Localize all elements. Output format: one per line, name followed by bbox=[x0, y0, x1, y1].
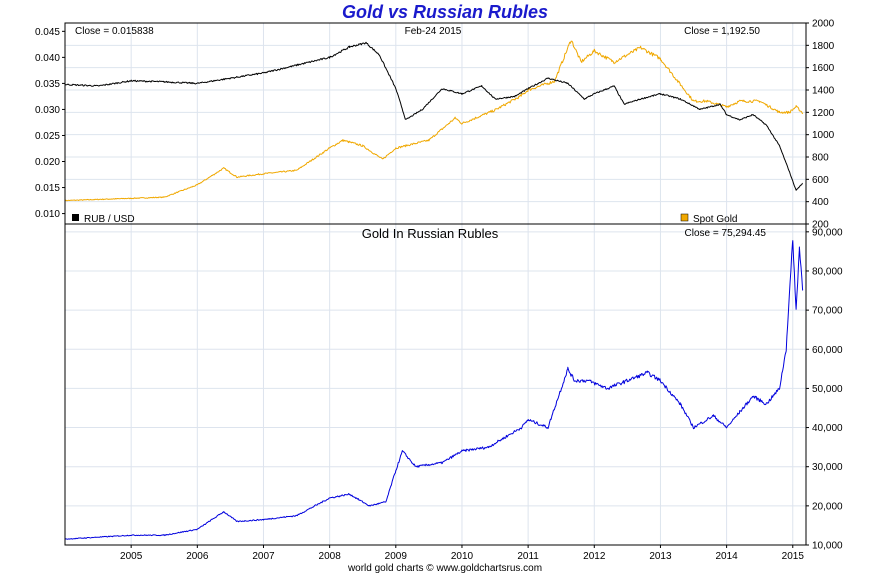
right-tick-label: 1000 bbox=[812, 130, 835, 141]
rub-usd-line bbox=[64, 41, 803, 191]
bottom-right-tick-label: 20,000 bbox=[812, 501, 843, 512]
bottom-right-axis: 10,000 20,000 30,000 40,000 50,000 60,000 70,0… bbox=[806, 227, 843, 552]
right-tick-label: 600 bbox=[812, 175, 829, 186]
gold-in-rubles-line bbox=[64, 240, 804, 540]
right-tick-label: 1200 bbox=[812, 108, 835, 119]
left-tick-label: 0.020 bbox=[35, 157, 60, 168]
left-tick-label: 0.025 bbox=[35, 131, 60, 142]
left-tick-label: 0.015 bbox=[35, 183, 60, 194]
x-tick-label: 2007 bbox=[252, 551, 275, 562]
legend-gold-swatch bbox=[680, 213, 689, 222]
footer-credit: world gold charts © www.goldchartsrus.co… bbox=[347, 563, 543, 574]
right-tick-label: 1600 bbox=[812, 63, 835, 74]
bottom-panel: 10,000 20,000 30,000 40,000 50,000 60,000 70,0… bbox=[64, 223, 843, 562]
bottom-plot-frame bbox=[64, 223, 807, 546]
rub-close-label: Close = 0.015838 bbox=[75, 26, 154, 37]
right-tick-label: 800 bbox=[812, 153, 829, 164]
bottom-right-tick-label: 80,000 bbox=[812, 266, 843, 277]
bottom-right-tick-label: 50,000 bbox=[812, 384, 843, 395]
x-tick-label: 2011 bbox=[517, 551, 539, 562]
top-series bbox=[64, 40, 804, 202]
bottom-right-tick-label: 40,000 bbox=[812, 423, 843, 434]
x-tick-label: 2009 bbox=[385, 551, 408, 562]
left-tick-label: 0.035 bbox=[35, 79, 60, 90]
right-tick-label: 1400 bbox=[812, 86, 835, 97]
legend-rub-swatch bbox=[72, 214, 79, 221]
x-tick-label: 2013 bbox=[649, 551, 672, 562]
date-label: Feb-24 2015 bbox=[405, 26, 462, 37]
rubles-close-label: Close = 75,294.45 bbox=[685, 228, 767, 239]
x-tick-label: 2010 bbox=[451, 551, 474, 562]
chart-title: Gold vs Russian Rubles bbox=[341, 2, 549, 22]
bottom-right-tick-label: 60,000 bbox=[812, 345, 843, 356]
bottom-right-tick-label: 30,000 bbox=[812, 462, 843, 473]
x-tick-label: 2015 bbox=[782, 551, 805, 562]
bottom-right-tick-label: 10,000 bbox=[812, 541, 843, 552]
x-axis: 2005 2006 2007 2008 2009 2010 2011 2012 2013 2014… bbox=[120, 545, 804, 562]
x-tick-label: 2006 bbox=[186, 551, 209, 562]
bottom-series bbox=[64, 240, 804, 540]
left-tick-label: 0.030 bbox=[35, 105, 60, 116]
bottom-right-tick-label: 90,000 bbox=[812, 227, 843, 238]
bottom-grid bbox=[65, 224, 806, 546]
right-tick-label: 200 bbox=[812, 220, 829, 231]
right-tick-label: 1800 bbox=[812, 41, 835, 52]
top-grid bbox=[65, 22, 806, 225]
bottom-panel-title: Gold In Russian Rubles bbox=[362, 226, 499, 241]
top-right-axis: 200 400 600 800 1000 1200 1400 1600 1800 2000 bbox=[806, 19, 835, 231]
gold-close-label: Close = 1,192.50 bbox=[684, 26, 760, 37]
top-plot-frame bbox=[64, 22, 807, 225]
left-tick-label: 0.010 bbox=[35, 209, 60, 220]
legend-rub-label: RUB / USD bbox=[84, 214, 135, 225]
spot-gold-line bbox=[64, 40, 804, 202]
bottom-right-tick-label: 70,000 bbox=[812, 306, 843, 317]
right-tick-label: 2000 bbox=[812, 19, 835, 30]
x-tick-label: 2008 bbox=[319, 551, 342, 562]
legend-gold-label: Spot Gold bbox=[693, 214, 737, 225]
x-tick-label: 2005 bbox=[120, 551, 143, 562]
top-panel: 0.010 0.015 0.020 0.025 0.030 0.035 0.040 0.045… bbox=[35, 19, 835, 231]
x-tick-label: 2012 bbox=[583, 551, 606, 562]
right-tick-label: 400 bbox=[812, 197, 829, 208]
top-left-axis: 0.010 0.015 0.020 0.025 0.030 0.035 0.040 0.045 bbox=[35, 27, 65, 220]
left-tick-label: 0.040 bbox=[35, 53, 60, 64]
left-tick-label: 0.045 bbox=[35, 27, 60, 38]
x-tick-label: 2014 bbox=[715, 551, 738, 562]
